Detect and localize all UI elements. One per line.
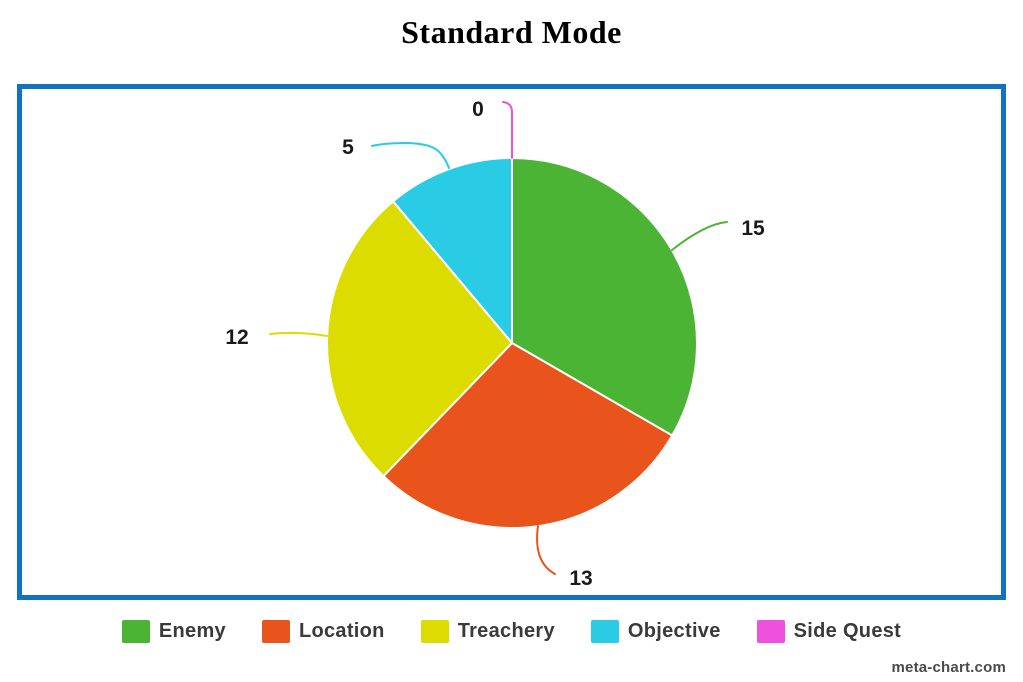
chart-legend: Enemy Location Treachery Objective Side Ques… bbox=[0, 620, 1023, 643]
legend-swatch-side-quest bbox=[756, 620, 785, 643]
legend-label-objective: Objective bbox=[627, 620, 721, 642]
legend-label-side-quest: Side Quest bbox=[793, 620, 902, 642]
legend-label-location: Location bbox=[298, 620, 385, 642]
watermark-text: meta-chart.com bbox=[891, 659, 1006, 676]
legend-swatch-enemy bbox=[121, 620, 150, 643]
legend-item-location: Location bbox=[261, 620, 385, 643]
legend-item-enemy: Enemy bbox=[121, 620, 226, 643]
legend-item-treachery: Treachery bbox=[420, 620, 555, 643]
legend-swatch-treachery bbox=[420, 620, 449, 643]
chart-title: Standard Mode bbox=[401, 14, 622, 50]
legend-label-enemy: Enemy bbox=[158, 620, 226, 642]
legend-item-side-quest: Side Quest bbox=[756, 620, 902, 643]
chart-plot-frame bbox=[17, 84, 1006, 600]
legend-swatch-location bbox=[261, 620, 290, 643]
legend-label-treachery: Treachery bbox=[457, 620, 555, 642]
legend-swatch-objective bbox=[590, 620, 619, 643]
legend-item-objective: Objective bbox=[590, 620, 721, 643]
